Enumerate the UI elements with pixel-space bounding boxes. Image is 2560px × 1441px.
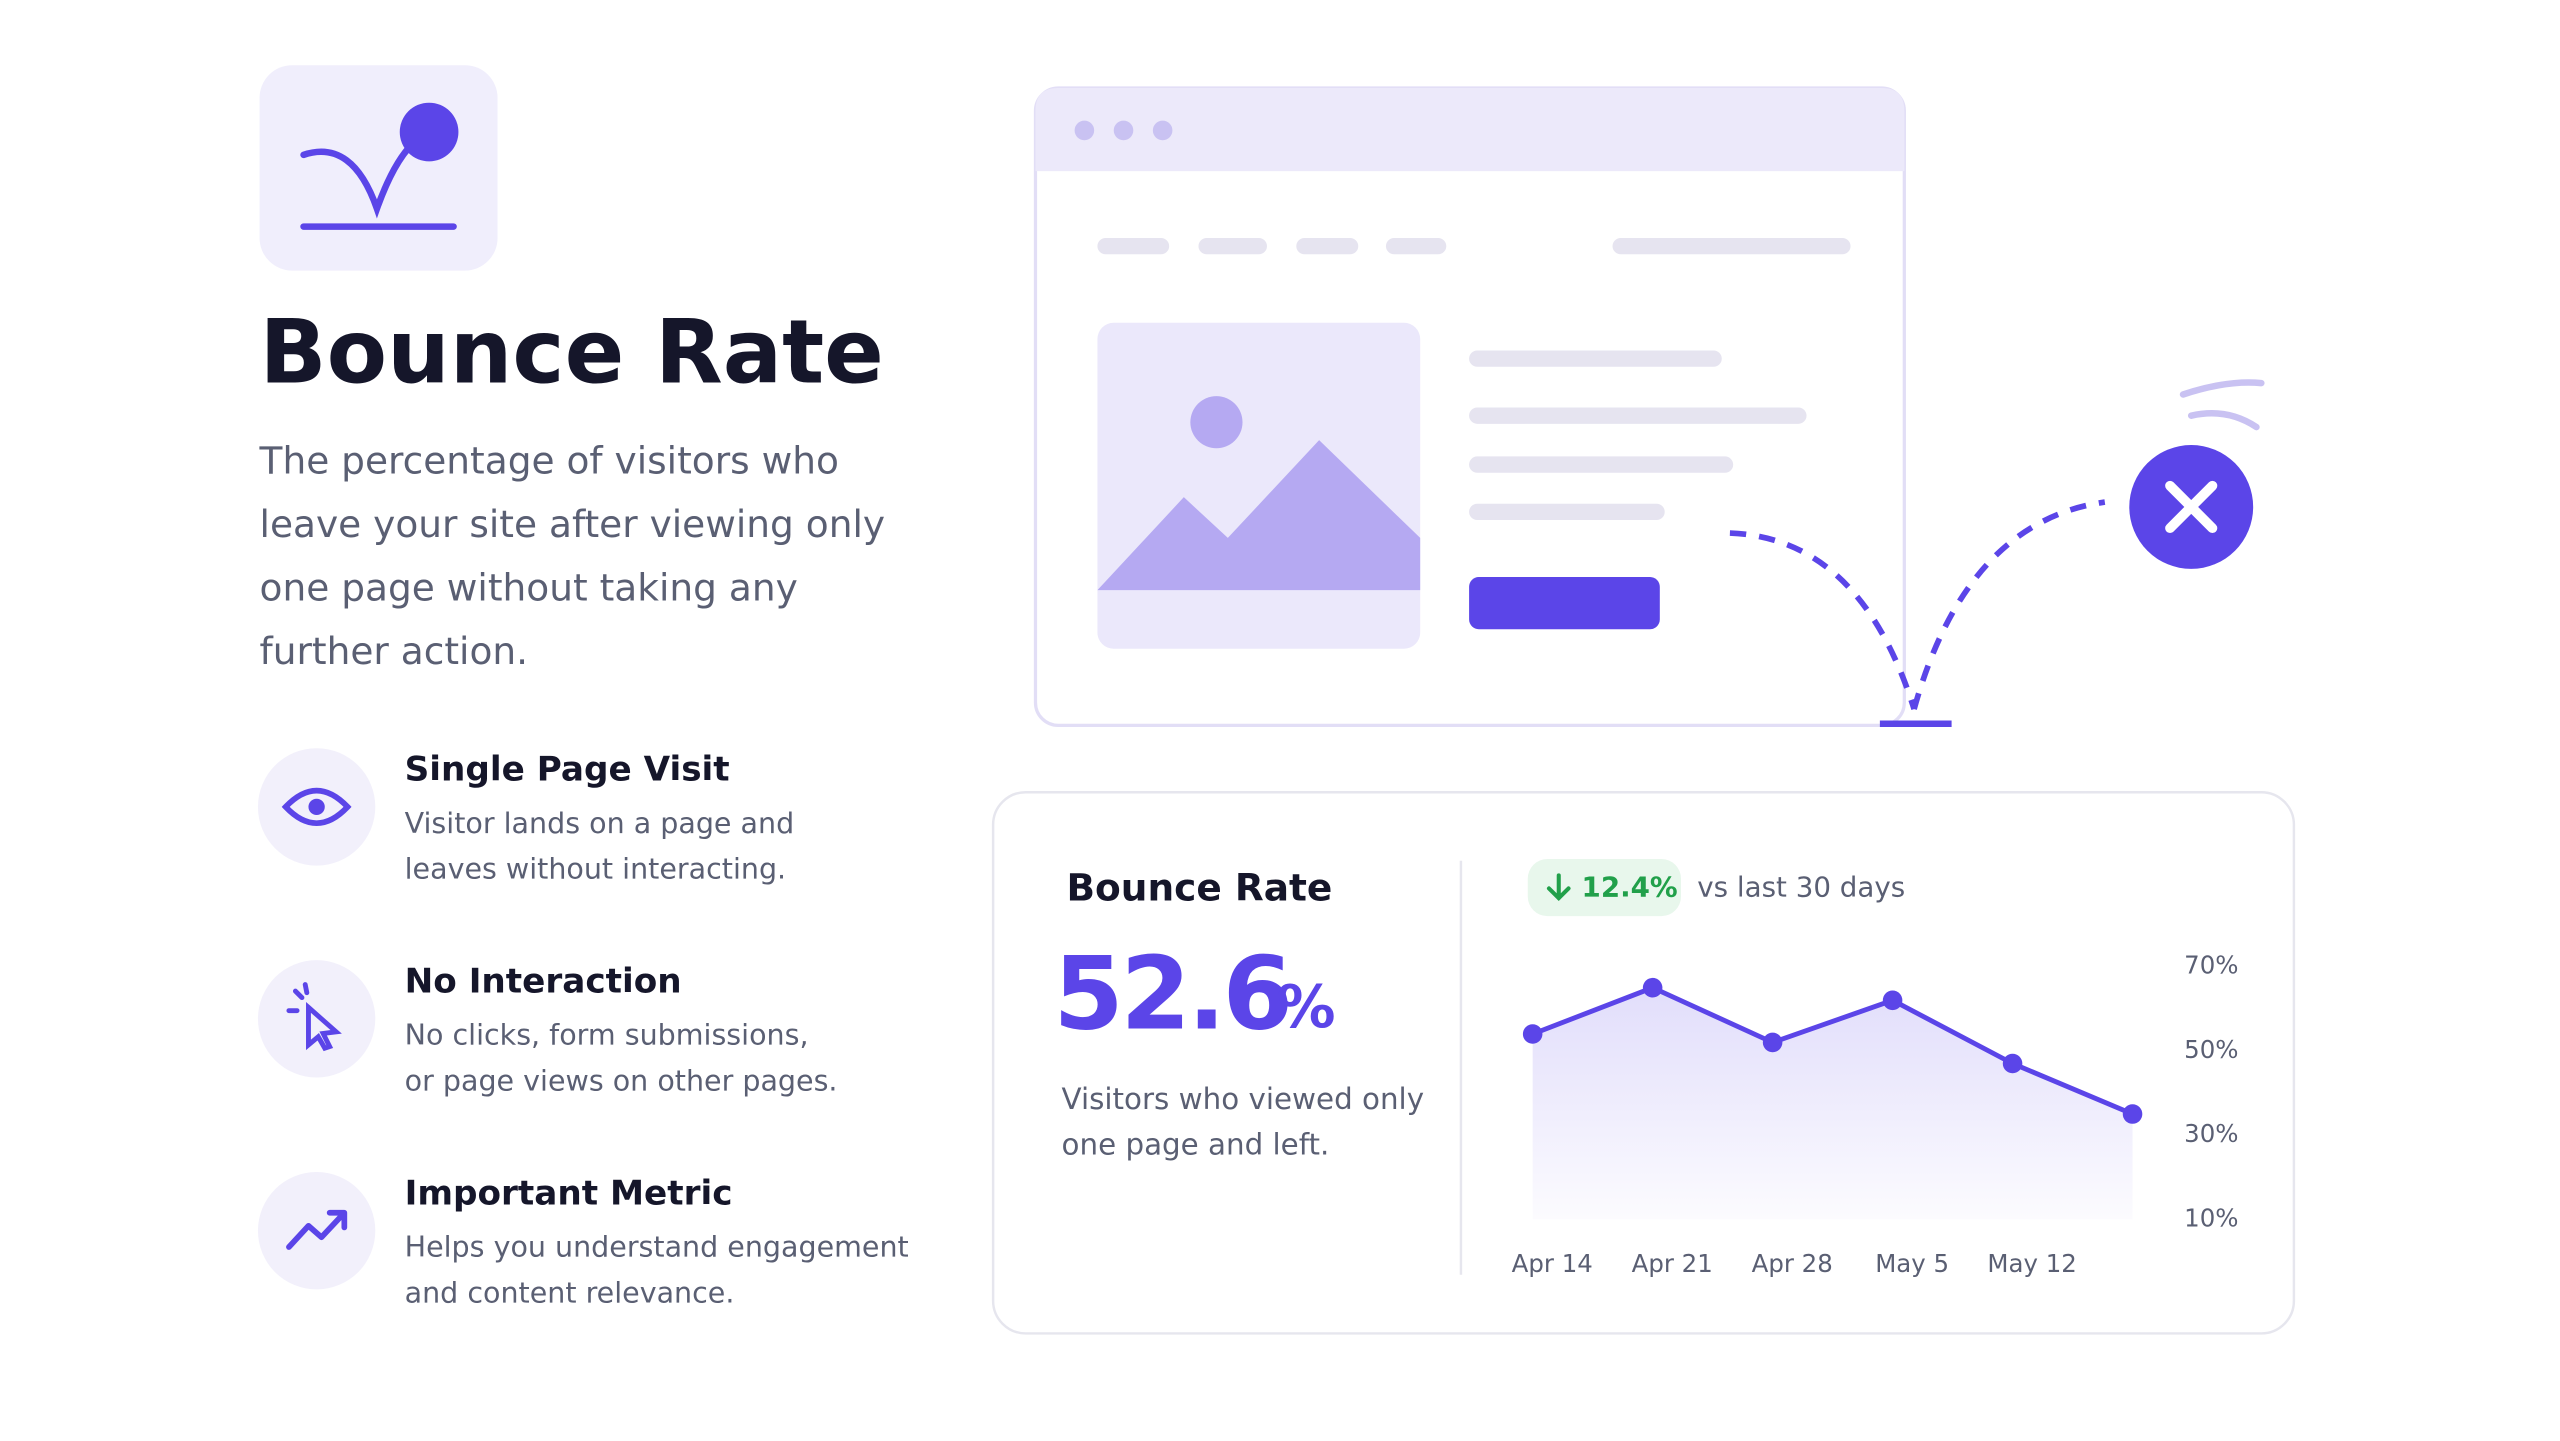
x-tick-label: Apr 14 [1512,1249,1593,1278]
x-tick-label: May 12 [1987,1249,2076,1278]
motion-lines [2179,379,2265,431]
eye-icon-pupil [308,798,325,816]
metric-unit: % [1277,973,1336,1041]
bounce-arc [1729,530,1917,710]
feature-title: Important Metric [405,1173,733,1213]
hero-icon-path [300,140,417,219]
card-title: Bounce Rate [1066,866,1332,910]
cursor-icon [286,982,342,1052]
hero-icon [259,65,498,271]
y-tick-label: 10% [2184,1203,2238,1232]
description: further action. [260,629,529,673]
comparison: vs last 30 days [1697,870,1905,903]
x-tick-label: Apr 21 [1632,1249,1713,1278]
image-sun [1190,396,1243,449]
point [1642,977,1663,998]
x-tick-label: Apr 28 [1752,1249,1833,1278]
image-placeholder [1097,322,1421,649]
browser-dot [1074,120,1095,141]
feature-text: Helps you understand engagement [405,1231,909,1264]
card-text: one page and left. [1062,1127,1330,1161]
trend-icon [286,1209,348,1250]
description: one page without taking any [260,566,798,610]
point [2122,1104,2143,1124]
feature-text: and content relevance. [405,1276,735,1309]
y-tick-label: 30% [2184,1119,2238,1148]
bounce-arc [1911,499,2106,710]
exit-icon-x [2165,480,2218,534]
eye-icon [281,787,352,826]
x-tick-label: May 5 [1875,1249,1949,1278]
card-text: Visitors who viewed only [1062,1082,1425,1116]
feature-icon-bg [257,960,376,1078]
description: The percentage of visitors who [259,438,839,482]
point [1882,990,1903,1011]
feature-text: or page views on other pages. [405,1064,838,1097]
line [1531,985,2134,1117]
button [1469,577,1660,630]
chart: 70% 50% 30% 10% Apr 14 Apr 21 Apr 28 May 5 May 1… [1512,951,2239,1278]
browser-dot [1113,120,1134,141]
feature-title: Single Page Visit [405,750,730,790]
point [2002,1053,2023,1074]
metric-value: 52.6 [1053,935,1289,1053]
feature-text: leaves without interacting. [405,852,786,885]
change-badge [1527,859,1682,917]
feature-title: No Interaction [405,961,682,1001]
point [1762,1032,1783,1053]
description: leave your site after viewing only [260,502,886,546]
point [1522,1024,1543,1044]
feature-text: No clicks, form submissions, [405,1019,809,1052]
title: Bounce Rate [260,301,884,404]
down-arrow [1546,873,1571,902]
area [1532,987,2133,1220]
hero-icon-dot [399,102,459,162]
feature-text: Visitor lands on a page and [405,807,795,840]
y-tick-label: 50% [2184,1035,2238,1064]
browser-bar [1035,88,1905,172]
image-mountains [1097,440,1421,591]
y-tick-label: 70% [2184,951,2238,980]
change-value: 12.4% [1582,870,1678,903]
browser-dot [1152,120,1173,141]
